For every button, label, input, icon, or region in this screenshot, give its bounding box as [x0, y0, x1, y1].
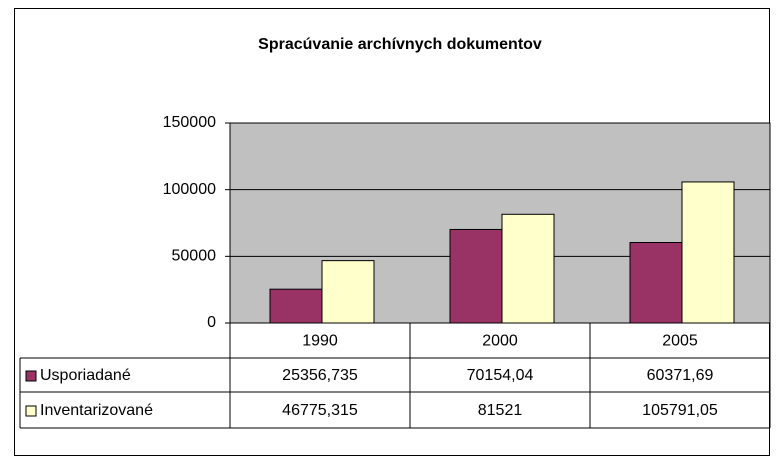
bar	[629, 242, 683, 324]
bar	[501, 213, 555, 324]
legend-label: Usporiadané	[40, 367, 131, 384]
bar	[681, 181, 735, 324]
y-tick-label: 0	[207, 314, 216, 331]
x-tick-label: 2005	[662, 333, 698, 350]
legend-label: Inventarizované	[40, 402, 153, 419]
y-tick-label: 150000	[163, 114, 216, 131]
table-value: 25356,735	[282, 367, 358, 384]
table-value: 70154,04	[467, 367, 534, 384]
table-value: 105791,05	[642, 402, 718, 419]
chart-title: Spracúvanie archívnych dokumentov	[258, 36, 542, 53]
table-value: 46775,315	[282, 402, 358, 419]
x-tick-label: 2000	[482, 333, 518, 350]
bar	[269, 288, 323, 324]
plot-border	[229, 122, 771, 324]
bar	[321, 260, 375, 324]
bar	[449, 228, 503, 324]
x-tick-label: 1990	[302, 333, 338, 350]
table-value: 81521	[478, 402, 523, 419]
table-value: 60371,69	[647, 367, 714, 384]
legend-key	[25, 405, 37, 417]
y-tick-label: 100000	[163, 181, 216, 198]
legend-key	[25, 370, 37, 382]
y-tick-label: 50000	[172, 248, 217, 265]
